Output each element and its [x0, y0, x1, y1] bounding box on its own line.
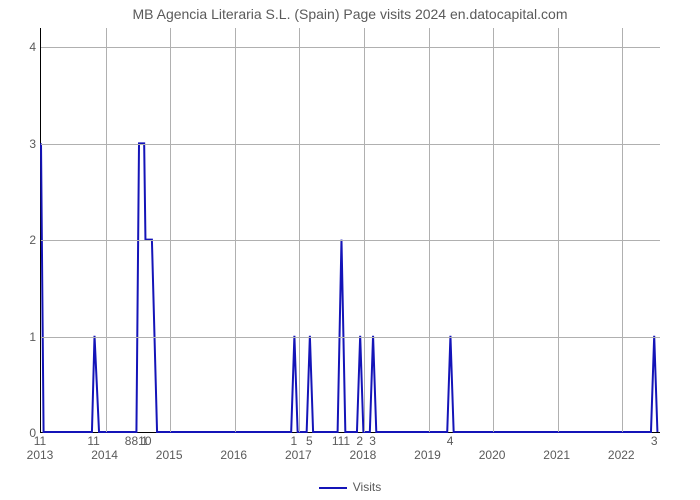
gridline-horizontal — [41, 47, 660, 48]
gridline-horizontal — [41, 240, 660, 241]
gridline-horizontal — [41, 337, 660, 338]
x-tick-label: 2018 — [350, 448, 377, 462]
y-tick-label: 3 — [18, 137, 36, 151]
x-tick-label: 2017 — [285, 448, 312, 462]
chart-title: MB Agencia Literaria S.L. (Spain) Page v… — [0, 6, 700, 22]
gridline-vertical — [235, 28, 236, 432]
plot-area — [40, 28, 660, 433]
x-tick-label: 2013 — [27, 448, 54, 462]
gridline-vertical — [558, 28, 559, 432]
value-label: 2 — [356, 434, 363, 448]
gridline-vertical — [170, 28, 171, 432]
legend: Visits — [0, 480, 700, 494]
gridline-vertical — [106, 28, 107, 432]
y-tick-label: 1 — [18, 330, 36, 344]
x-tick-label: 2015 — [156, 448, 183, 462]
chart-container: MB Agencia Literaria S.L. (Spain) Page v… — [0, 0, 700, 500]
value-label: 1 — [141, 434, 148, 448]
value-label: 5 — [306, 434, 313, 448]
value-label: 11 — [87, 434, 99, 448]
gridline-vertical — [493, 28, 494, 432]
x-tick-label: 2022 — [608, 448, 635, 462]
y-tick-label: 2 — [18, 233, 36, 247]
x-tick-label: 2014 — [91, 448, 118, 462]
legend-swatch — [319, 487, 347, 489]
value-label: 111 — [332, 434, 350, 448]
value-label: 4 — [447, 434, 454, 448]
visits-line — [41, 143, 657, 432]
value-label: 3 — [369, 434, 376, 448]
value-label: 3 — [651, 434, 658, 448]
y-tick-label: 4 — [18, 40, 36, 54]
x-tick-label: 2021 — [543, 448, 570, 462]
legend-label: Visits — [353, 480, 381, 494]
gridline-vertical — [364, 28, 365, 432]
gridline-vertical — [299, 28, 300, 432]
x-tick-label: 2019 — [414, 448, 441, 462]
value-label: 1 — [290, 434, 297, 448]
value-label: 11 — [34, 434, 46, 448]
x-tick-label: 2020 — [479, 448, 506, 462]
gridline-vertical — [429, 28, 430, 432]
gridline-vertical — [622, 28, 623, 432]
gridline-horizontal — [41, 144, 660, 145]
x-tick-label: 2016 — [220, 448, 247, 462]
line-series — [41, 28, 660, 432]
